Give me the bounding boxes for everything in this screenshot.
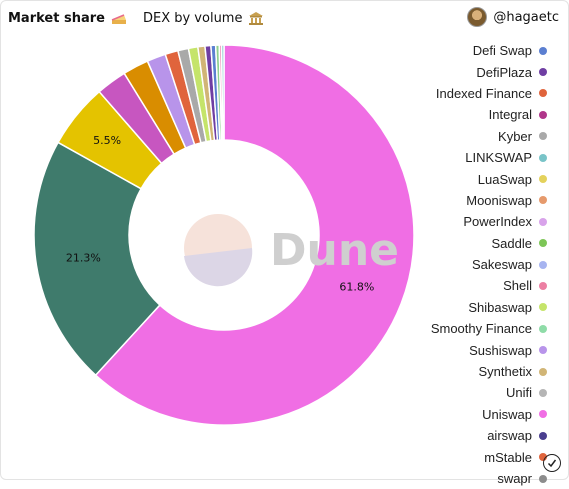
- legend-label: DefiPlaza: [476, 65, 532, 80]
- chart-legend: Defi Swap DefiPlaza Indexed Finance Integra…: [431, 40, 547, 489]
- legend-label: Indexed Finance: [436, 86, 532, 101]
- legend-item-shibaswap[interactable]: Shibaswap: [468, 297, 547, 318]
- legend-item-smoothy-finance[interactable]: Smoothy Finance: [431, 318, 547, 339]
- legend-swatch: [539, 154, 547, 162]
- legend-swatch: [539, 368, 547, 376]
- legend-item-unifi[interactable]: Unifi: [506, 382, 547, 403]
- legend-item-indexed-finance[interactable]: Indexed Finance: [436, 83, 547, 104]
- legend-label: mStable: [484, 450, 532, 465]
- legend-item-synthetix[interactable]: Synthetix: [479, 361, 547, 382]
- legend-swatch: [539, 475, 547, 483]
- legend-swatch: [539, 282, 547, 290]
- legend-label: LINKSWAP: [465, 150, 532, 165]
- legend-swatch: [539, 346, 547, 354]
- legend-swatch: [539, 389, 547, 397]
- legend-label: Sushiswap: [469, 343, 532, 358]
- legend-swatch: [539, 111, 547, 119]
- legend-label: Unifi: [506, 385, 532, 400]
- legend-label: Saddle: [492, 236, 532, 251]
- legend-swatch: [539, 303, 547, 311]
- legend-item-powerindex[interactable]: PowerIndex: [463, 211, 547, 232]
- slice-label-3: 5.5%: [93, 134, 121, 147]
- legend-item-mstable[interactable]: mStable: [484, 446, 547, 467]
- check-circle-icon[interactable]: [543, 454, 561, 472]
- legend-swatch: [539, 47, 547, 55]
- legend-item-airswap[interactable]: airswap: [487, 425, 547, 446]
- legend-item-saddle[interactable]: Saddle: [492, 233, 547, 254]
- legend-label: Shell: [503, 278, 532, 293]
- legend-swatch: [539, 261, 547, 269]
- legend-swatch: [539, 175, 547, 183]
- legend-item-sakeswap[interactable]: Sakeswap: [472, 254, 547, 275]
- legend-swatch: [539, 132, 547, 140]
- legend-label: Integral: [489, 107, 532, 122]
- legend-label: LuaSwap: [478, 172, 532, 187]
- legend-item-luaswap[interactable]: LuaSwap: [478, 168, 547, 189]
- dune-watermark: Dune: [184, 214, 399, 286]
- legend-item-sushiswap[interactable]: Sushiswap: [469, 339, 547, 360]
- legend-swatch: [539, 196, 547, 204]
- legend-label: swapr: [497, 471, 532, 486]
- legend-label: airswap: [487, 428, 532, 443]
- legend-swatch: [539, 218, 547, 226]
- legend-item-mooniswap[interactable]: Mooniswap: [466, 190, 547, 211]
- legend-item-swapr[interactable]: swapr: [497, 468, 547, 489]
- legend-swatch: [539, 89, 547, 97]
- legend-item-integral[interactable]: Integral: [489, 104, 547, 125]
- watermark-text: Dune: [270, 225, 399, 276]
- legend-item-defi-swap[interactable]: Defi Swap: [473, 40, 547, 61]
- legend-label: Synthetix: [479, 364, 532, 379]
- legend-swatch: [539, 239, 547, 247]
- legend-label: Uniswap: [482, 407, 532, 422]
- legend-swatch: [539, 410, 547, 418]
- legend-label: Kyber: [498, 129, 532, 144]
- legend-swatch: [539, 68, 547, 76]
- legend-label: PowerIndex: [463, 214, 532, 229]
- legend-label: Mooniswap: [466, 193, 532, 208]
- legend-item-shell[interactable]: Shell: [503, 275, 547, 296]
- slice-label-1: 61.8%: [339, 281, 374, 294]
- slice-label-2: 21.3%: [66, 252, 101, 265]
- legend-item-defiplaza[interactable]: DefiPlaza: [476, 61, 547, 82]
- legend-label: Sakeswap: [472, 257, 532, 272]
- legend-label: Defi Swap: [473, 43, 532, 58]
- legend-item-uniswap[interactable]: Uniswap: [482, 404, 547, 425]
- legend-label: Smoothy Finance: [431, 321, 532, 336]
- legend-item-linkswap[interactable]: LINKSWAP: [465, 147, 547, 168]
- legend-swatch: [539, 432, 547, 440]
- legend-item-kyber[interactable]: Kyber: [498, 126, 547, 147]
- donut-slice-15[interactable]: [222, 45, 224, 140]
- legend-swatch: [539, 325, 547, 333]
- legend-label: Shibaswap: [468, 300, 532, 315]
